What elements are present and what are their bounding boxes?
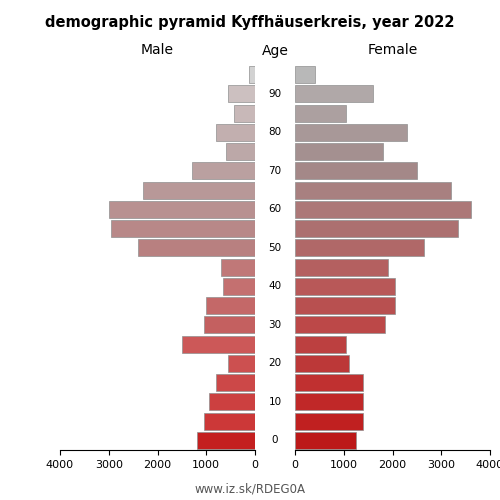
Bar — [204, 412, 255, 430]
Text: Age: Age — [262, 44, 288, 58]
Bar — [206, 297, 255, 314]
Bar — [109, 201, 255, 218]
Bar — [295, 374, 363, 391]
Bar — [295, 240, 424, 256]
Bar — [295, 182, 451, 198]
Bar — [204, 316, 255, 334]
Bar — [295, 412, 363, 430]
Bar — [295, 143, 383, 160]
Text: 70: 70 — [268, 166, 281, 176]
Bar — [295, 336, 346, 352]
Text: 40: 40 — [268, 282, 281, 292]
Text: www.iz.sk/RDEG0A: www.iz.sk/RDEG0A — [194, 482, 306, 495]
Text: 10: 10 — [268, 397, 281, 407]
Text: 30: 30 — [268, 320, 281, 330]
Bar — [216, 374, 255, 391]
Text: 90: 90 — [268, 89, 281, 99]
Bar — [182, 336, 255, 352]
Bar — [295, 220, 458, 237]
Bar — [295, 394, 363, 410]
Bar — [228, 86, 255, 102]
Bar — [234, 104, 255, 122]
Bar — [216, 124, 255, 141]
Bar — [111, 220, 255, 237]
Bar — [295, 104, 346, 122]
Text: Female: Female — [368, 44, 418, 58]
Bar — [192, 162, 255, 180]
Text: 50: 50 — [268, 243, 281, 253]
Bar — [295, 66, 314, 83]
Text: Male: Male — [141, 44, 174, 58]
Bar — [143, 182, 255, 198]
Text: demographic pyramid Kyffhäuserkreis, year 2022: demographic pyramid Kyffhäuserkreis, yea… — [45, 15, 455, 30]
Bar — [228, 355, 255, 372]
Bar — [295, 258, 388, 276]
Bar — [249, 66, 255, 83]
Text: 20: 20 — [268, 358, 281, 368]
Bar — [295, 162, 417, 180]
Bar — [295, 86, 373, 102]
Bar — [295, 201, 470, 218]
Bar — [221, 258, 255, 276]
Text: 0: 0 — [272, 436, 278, 446]
Bar — [295, 316, 385, 334]
Text: 60: 60 — [268, 204, 281, 214]
Bar — [295, 124, 407, 141]
Bar — [226, 143, 255, 160]
Bar — [138, 240, 255, 256]
Bar — [295, 278, 395, 295]
Bar — [208, 394, 255, 410]
Text: 80: 80 — [268, 128, 281, 138]
Bar — [295, 432, 356, 449]
Bar — [295, 297, 395, 314]
Bar — [224, 278, 255, 295]
Bar — [295, 355, 348, 372]
Bar — [196, 432, 255, 449]
